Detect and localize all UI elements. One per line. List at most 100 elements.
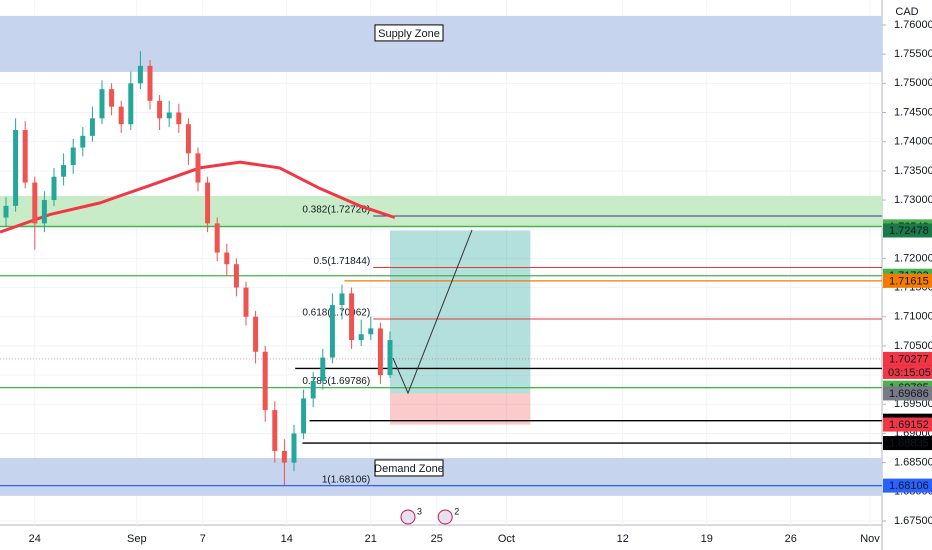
candle-body	[281, 450, 287, 463]
candle-body	[176, 112, 182, 125]
zone	[0, 195, 882, 228]
fib-label: 0.5(1.71844)	[313, 256, 370, 267]
candle-body	[243, 287, 249, 317]
countdown: 03:15:05	[888, 367, 931, 379]
candle-body	[32, 182, 38, 224]
candle-body	[13, 130, 19, 206]
candle-body	[61, 165, 67, 177]
x-tick-label: Nov	[860, 533, 880, 545]
price-label: 1.69152	[889, 419, 929, 431]
price-label-box	[883, 223, 932, 238]
x-tick-label: 12	[617, 533, 629, 545]
price-label-box	[883, 273, 932, 288]
price-label: 1.68835	[889, 437, 929, 449]
candle-body	[272, 410, 278, 451]
x-tick-label: 24	[29, 533, 41, 545]
fib-label: 0.786(1.69786)	[302, 376, 370, 387]
x-tick-label: Oct	[498, 533, 515, 545]
fib-label: 1(1.68106)	[322, 474, 370, 485]
candle-body	[22, 130, 28, 183]
candle-body	[99, 89, 105, 119]
price-label: 1.72478	[889, 225, 929, 237]
event-icon	[400, 509, 416, 525]
candle-body	[109, 89, 115, 107]
y-tick-label: 1.72000	[894, 252, 932, 264]
candle-body	[118, 106, 124, 125]
x-tick-label: 14	[281, 533, 293, 545]
price-label: 1.71615	[889, 275, 929, 287]
candle-body	[89, 118, 95, 136]
price-label-box	[883, 417, 932, 432]
event-count: 3	[417, 506, 422, 516]
candle-body	[166, 112, 172, 119]
candle-body	[214, 223, 220, 253]
candle-body	[368, 328, 374, 335]
candle-body	[224, 252, 230, 265]
moving-average	[0, 160, 396, 234]
fib-label: 0.618(1.70962)	[302, 308, 370, 319]
y-tick-label: 1.67500	[894, 515, 932, 527]
candle-body	[377, 328, 383, 376]
price-label-box	[883, 351, 932, 366]
position-stop	[390, 393, 531, 425]
zone	[0, 15, 882, 72]
y-tick-label: 1.73000	[894, 194, 932, 206]
price-label: 1.69686	[889, 388, 929, 400]
y-tick-label: 1.74000	[894, 136, 932, 148]
price-label-box	[883, 478, 932, 493]
candle-body	[291, 433, 297, 463]
event-count: 2	[454, 506, 459, 516]
price-label: 1.68106	[889, 480, 929, 492]
y-tick-label: 1.70500	[894, 340, 932, 352]
zone-label: Supply Zone	[378, 28, 440, 40]
x-tick-label: 7	[200, 533, 206, 545]
event-icon	[437, 509, 453, 525]
candle-body	[51, 176, 57, 201]
price-label-box	[883, 386, 932, 401]
position-target	[390, 230, 531, 394]
currency: CAD	[895, 6, 918, 18]
price-label-box	[883, 436, 932, 451]
y-tick-label: 1.69500	[894, 398, 932, 410]
x-tick-label: 26	[785, 533, 797, 545]
candle-body	[233, 264, 239, 288]
candle-body	[358, 334, 364, 341]
y-tick-label: 1.76000	[894, 19, 932, 31]
candle-body	[320, 357, 326, 381]
candle-body	[128, 83, 134, 125]
candle-body	[70, 147, 76, 166]
x-tick-label: Sep	[127, 533, 147, 545]
price-label: 1.70277	[889, 353, 929, 365]
zone-label-box	[374, 24, 444, 42]
candle-body	[253, 316, 259, 352]
candle-body	[185, 124, 191, 154]
y-tick-label: 1.74500	[894, 106, 932, 118]
candle-body	[387, 340, 393, 376]
candle-body	[301, 398, 307, 434]
candle-body	[41, 200, 47, 224]
candle-body	[329, 305, 335, 358]
candle-body	[349, 293, 355, 341]
zone-label-box	[374, 459, 444, 477]
y-tick-label: 1.71000	[894, 311, 932, 323]
candle-body	[80, 135, 86, 148]
candle-body	[205, 182, 211, 224]
fib-label: 0.382(1.72726)	[302, 205, 370, 216]
x-tick-label: 25	[431, 533, 443, 545]
x-tick-label: 21	[365, 533, 377, 545]
countdown-box	[883, 365, 932, 379]
candle-body	[3, 205, 9, 218]
candle-body	[195, 153, 201, 183]
candle-body	[310, 380, 316, 399]
y-tick-label: 1.75500	[894, 48, 932, 60]
candle-body	[157, 100, 163, 119]
y-tick-label: 1.75000	[894, 77, 932, 89]
zone-label: Demand Zone	[374, 463, 444, 475]
candle-body	[262, 351, 268, 411]
y-tick-label: 1.73500	[894, 165, 932, 177]
x-tick-label: 19	[701, 533, 713, 545]
candle-body	[339, 293, 345, 306]
candle-body	[137, 65, 143, 84]
y-tick-label: 1.68500	[894, 457, 932, 469]
